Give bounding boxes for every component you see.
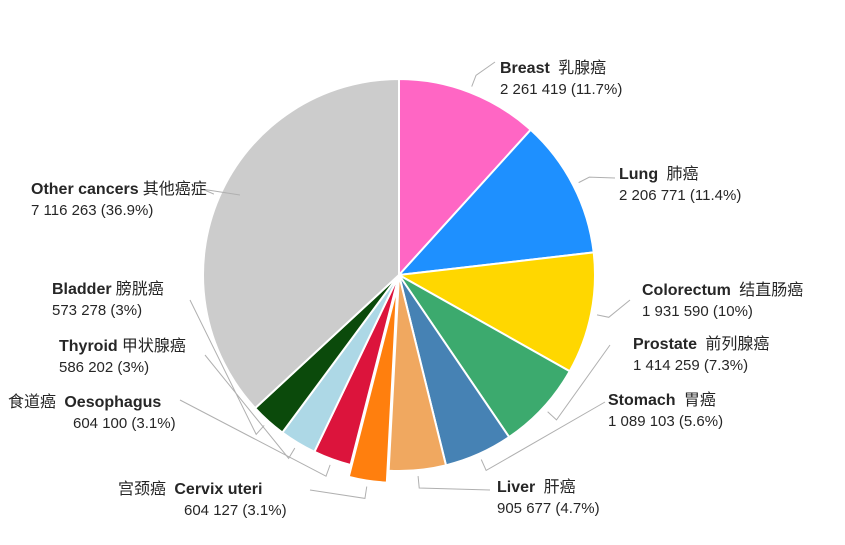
label-liver-cn: 肝癌 bbox=[543, 479, 576, 496]
label-colorectum-percent: (10%) bbox=[712, 303, 753, 320]
label-colorectum-name: Colorectum bbox=[642, 282, 731, 299]
label-prostate-cn: 前列腺癌 bbox=[705, 336, 770, 353]
pie-slice-liver bbox=[387, 274, 448, 472]
label-bladder: Bladder 膀胱癌 573 278 (3%) bbox=[52, 279, 164, 321]
label-oesophagus: 食道癌 Oesophagus 604 100 (3.1%) bbox=[8, 392, 176, 434]
label-colorectum-value: 1 931 590 bbox=[642, 303, 709, 320]
label-other-cancers-percent: (36.9%) bbox=[100, 202, 154, 219]
label-cervix-cn: 宫颈癌 bbox=[118, 481, 167, 498]
pie-slice-breast bbox=[398, 77, 533, 278]
label-oesophagus-cn: 食道癌 bbox=[8, 394, 57, 411]
leader-line-oesophagus bbox=[179, 399, 331, 477]
leader-line-stomach bbox=[480, 401, 606, 472]
label-stomach-name: Stomach bbox=[608, 392, 676, 409]
label-breast-percent: (11.7%) bbox=[570, 81, 623, 98]
label-other-cancers: Other cancers 其他癌症 7 116 263 (36.9%) bbox=[31, 179, 207, 221]
label-thyroid-percent: (3%) bbox=[117, 359, 150, 376]
label-lung-percent: (11.4%) bbox=[689, 187, 742, 204]
label-cervix: 宫颈癌 Cervix uteri 604 127 (3.1%) bbox=[118, 479, 287, 521]
label-stomach: Stomach 胃癌 1 089 103 (5.6%) bbox=[608, 390, 723, 432]
label-lung-name: Lung bbox=[619, 166, 659, 183]
leader-line-thyroid bbox=[204, 354, 296, 460]
label-stomach-cn: 胃癌 bbox=[683, 392, 716, 409]
label-stomach-value: 1 089 103 bbox=[608, 413, 675, 430]
label-bladder-cn: 膀胱癌 bbox=[115, 281, 164, 298]
pie-slice-lung bbox=[396, 128, 595, 277]
label-prostate-percent: (7.3%) bbox=[703, 357, 749, 374]
label-bladder-percent: (3%) bbox=[110, 302, 143, 319]
label-bladder-name: Bladder bbox=[52, 281, 112, 298]
label-prostate-value: 1 414 259 bbox=[633, 357, 700, 374]
leader-line-lung bbox=[578, 176, 616, 184]
leader-line-liver bbox=[417, 476, 491, 491]
label-thyroid-cn: 甲状腺癌 bbox=[121, 338, 186, 355]
label-other-cancers-cn: 其他癌症 bbox=[142, 181, 207, 198]
label-lung-value: 2 206 771 bbox=[619, 187, 686, 204]
label-breast-name: Breast bbox=[500, 60, 550, 77]
label-other-cancers-name: Other cancers bbox=[31, 181, 139, 198]
label-oesophagus-percent: (3.1%) bbox=[131, 415, 176, 432]
label-colorectum-cn: 结直肠癌 bbox=[739, 282, 804, 299]
pie-slice-colorectum bbox=[395, 251, 596, 373]
leader-line-prostate bbox=[547, 344, 611, 421]
label-breast-cn: 乳腺癌 bbox=[558, 60, 607, 77]
label-liver: Liver 肝癌 905 677 (4.7%) bbox=[497, 477, 600, 519]
label-liver-name: Liver bbox=[497, 479, 536, 496]
label-lung: Lung 肺癌 2 206 771 (11.4%) bbox=[619, 164, 741, 206]
label-breast-value: 2 261 419 bbox=[500, 81, 567, 98]
label-cervix-name: Cervix uteri bbox=[174, 481, 263, 498]
label-lung-cn: 肺癌 bbox=[666, 166, 699, 183]
label-colorectum: Colorectum 结直肠癌 1 931 590 (10%) bbox=[642, 280, 803, 322]
label-thyroid-name: Thyroid bbox=[59, 338, 118, 355]
leader-line-bladder bbox=[189, 299, 265, 436]
label-stomach-percent: (5.6%) bbox=[678, 413, 724, 430]
label-thyroid-value: 586 202 bbox=[59, 359, 114, 376]
label-other-cancers-value: 7 116 263 bbox=[31, 202, 97, 219]
label-oesophagus-value: 604 100 bbox=[73, 415, 128, 432]
label-bladder-value: 573 278 bbox=[52, 302, 107, 319]
label-cervix-value: 604 127 bbox=[184, 502, 239, 519]
leader-line-colorectum bbox=[596, 299, 631, 318]
label-cervix-percent: (3.1%) bbox=[242, 502, 287, 519]
leader-line-cervix-uteri bbox=[309, 486, 368, 499]
label-liver-percent: (4.7%) bbox=[555, 500, 600, 517]
label-liver-value: 905 677 bbox=[497, 500, 552, 517]
label-thyroid: Thyroid 甲状腺癌 586 202 (3%) bbox=[59, 336, 186, 378]
label-breast: Breast 乳腺癌 2 261 419 (11.7%) bbox=[500, 58, 622, 100]
pie-slice-other-cancers bbox=[202, 77, 400, 410]
leader-line-other-cancers bbox=[202, 188, 241, 196]
leader-line-breast bbox=[471, 61, 496, 87]
label-prostate: Prostate 前列腺癌 1 414 259 (7.3%) bbox=[633, 334, 769, 376]
label-oesophagus-name: Oesophagus bbox=[64, 394, 162, 411]
label-prostate-name: Prostate bbox=[633, 336, 698, 353]
pie-slice-cervix-uteri bbox=[347, 286, 399, 484]
